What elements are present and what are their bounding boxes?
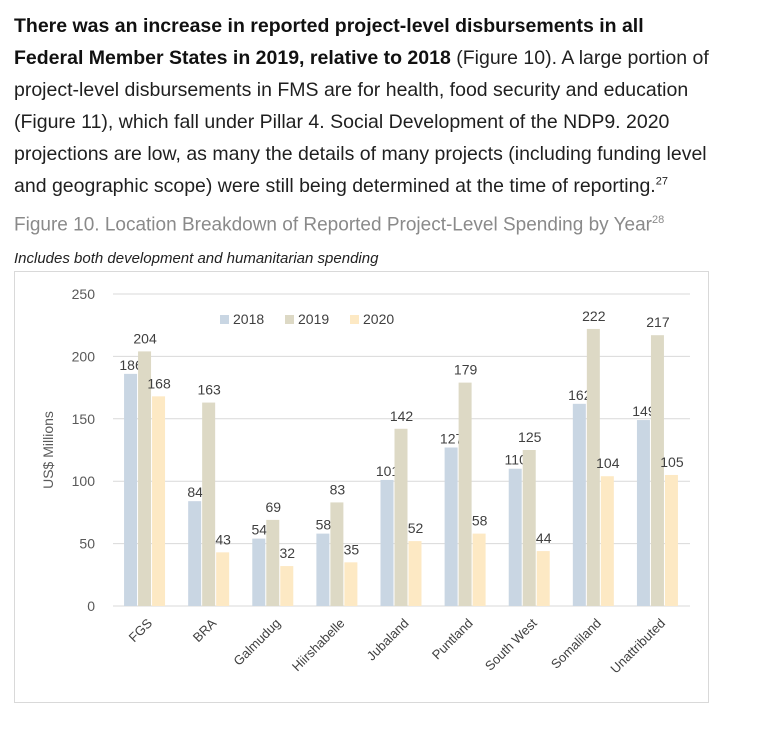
x-tick-label: BRA <box>190 615 220 645</box>
bar-2019-galmudug <box>266 519 280 606</box>
x-tick-label: Jubaland <box>364 616 412 664</box>
data-label: 52 <box>408 520 424 536</box>
data-label: 43 <box>215 531 231 547</box>
data-label: 163 <box>197 382 221 398</box>
data-label: 105 <box>660 454 684 470</box>
y-tick-label: 100 <box>72 473 96 489</box>
data-label: 58 <box>472 513 488 529</box>
x-tick-label: Unattributed <box>607 616 668 677</box>
data-label: 69 <box>265 499 281 515</box>
paragraph-lead: There was an increase in reported projec… <box>14 15 644 69</box>
bar-2020-hiirshabelle <box>344 562 358 606</box>
bar-2020-somaliland <box>600 476 614 606</box>
bar-2018-jubaland <box>380 479 394 606</box>
chart-frame: 0 50 100 150 200 250 US$ Millions 186 204 168 FGS 8… <box>14 271 709 703</box>
data-label: 54 <box>251 522 267 538</box>
intro-paragraph: There was an increase in reported projec… <box>14 10 714 202</box>
y-axis-label: US$ Millions <box>40 411 56 489</box>
figure-title-text: Figure 10. Location Breakdown of Reporte… <box>14 214 652 236</box>
data-label: 186 <box>119 357 143 373</box>
x-tick-label: Galmudug <box>230 616 283 669</box>
bar-2018-fgs <box>124 373 138 606</box>
bar-2019-bra <box>202 402 216 606</box>
legend-label: 2018 <box>233 311 264 327</box>
y-tick-label: 50 <box>79 536 95 552</box>
legend-label: 2019 <box>298 311 329 327</box>
y-tick-label: 200 <box>72 348 96 364</box>
bar-2019-puntland <box>458 382 472 606</box>
data-label: 149 <box>632 403 656 419</box>
bar-2019-hiirshabelle <box>330 502 344 606</box>
x-tick-label: FGS <box>126 615 156 645</box>
data-label: 83 <box>330 481 346 497</box>
y-tick-label: 250 <box>72 286 96 302</box>
data-label: 32 <box>279 545 295 561</box>
bar-2018-hiirshabelle <box>316 533 330 606</box>
data-label: 84 <box>187 484 203 500</box>
bar-2019-jubaland <box>394 428 408 606</box>
bar-2020-south-west <box>536 551 550 606</box>
bar-2019-somaliland <box>586 328 600 606</box>
bar-2019-south-west <box>522 450 536 606</box>
bar-2018-galmudug <box>252 538 266 606</box>
bar-2019-fgs <box>138 351 152 606</box>
data-label: 44 <box>536 530 552 546</box>
data-label: 179 <box>454 362 478 378</box>
y-tick-label: 150 <box>72 411 96 427</box>
x-tick-label: Puntland <box>429 616 476 663</box>
bar-2020-fgs <box>152 396 166 606</box>
bar-chart: 0 50 100 150 200 250 US$ Millions 186 204 168 FGS 8… <box>40 286 690 677</box>
paragraph-body: (Figure 10). A large portion of project-… <box>14 47 709 197</box>
x-tick-label: South West <box>482 615 540 673</box>
legend-swatch-2020 <box>350 315 359 324</box>
figure-title: Figure 10. Location Breakdown of Reporte… <box>14 214 664 236</box>
paragraph-footnote: 27 <box>655 175 668 188</box>
legend-swatch-2019 <box>285 315 294 324</box>
figure-subtitle: Includes both development and humanitari… <box>14 250 379 267</box>
legend-label: 2020 <box>363 311 394 327</box>
bar-2020-puntland <box>472 533 486 606</box>
data-label: 162 <box>568 387 592 403</box>
data-label: 142 <box>390 408 414 424</box>
data-label: 35 <box>344 541 360 557</box>
data-label: 217 <box>646 314 670 330</box>
x-tick-label: Somaliland <box>548 616 604 672</box>
legend-swatch-2018 <box>220 315 229 324</box>
data-label: 168 <box>147 375 171 391</box>
data-label: 204 <box>133 330 157 346</box>
y-tick-label: 0 <box>87 598 95 614</box>
bar-2018-puntland <box>444 447 458 606</box>
bar-2019-unattributed <box>650 335 664 606</box>
figure-title-footnote: 28 <box>651 214 665 226</box>
bar-2018-bra <box>188 501 202 606</box>
data-label: 110 <box>505 452 528 468</box>
data-label: 101 <box>376 463 400 479</box>
bar-2020-jubaland <box>408 541 422 606</box>
bar-2020-unattributed <box>664 474 678 606</box>
data-label: 125 <box>518 429 542 445</box>
x-tick-label: Hiirshabelle <box>289 616 348 675</box>
data-label: 58 <box>316 517 332 533</box>
data-label: 127 <box>440 431 464 447</box>
data-label: 222 <box>582 308 606 324</box>
bar-2020-galmudug <box>280 566 294 606</box>
bar-2020-bra <box>216 552 230 606</box>
data-label: 104 <box>596 455 620 471</box>
bar-2018-somaliland <box>572 403 586 606</box>
bar-2018-south-west <box>508 468 522 606</box>
bar-2018-unattributed <box>636 420 650 606</box>
